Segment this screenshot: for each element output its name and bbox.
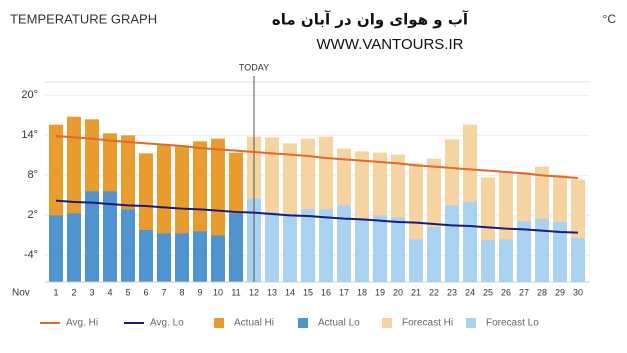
bar <box>193 231 207 282</box>
bar <box>337 205 351 282</box>
bar <box>427 227 441 282</box>
legend-swatch <box>298 318 308 328</box>
bar <box>355 219 369 282</box>
subtitle: WWW.VANTOURS.IR <box>317 36 464 53</box>
unit: °C <box>603 12 617 26</box>
x-tick-label: 26 <box>501 287 511 297</box>
bar <box>373 215 387 282</box>
legend-label: Actual Lo <box>318 318 360 329</box>
bar <box>49 215 63 282</box>
x-tick-label: 16 <box>321 287 331 297</box>
bar <box>85 191 99 282</box>
bar <box>535 218 549 282</box>
y-tick-label: 2° <box>27 209 38 221</box>
x-tick-label: 10 <box>213 287 223 297</box>
x-tick-label: 9 <box>197 287 202 297</box>
legend-swatch <box>214 318 224 328</box>
x-tick-label: 15 <box>303 287 313 297</box>
legend-label: Actual Hi <box>234 318 274 329</box>
bar <box>517 221 531 282</box>
bar <box>67 213 81 282</box>
legend-label: Avg. Hi <box>66 318 98 329</box>
y-tick-label: -4° <box>24 249 38 261</box>
bar <box>283 214 297 282</box>
x-tick-label: 14 <box>285 287 295 297</box>
x-tick-label: 29 <box>555 287 565 297</box>
bar <box>445 205 459 282</box>
x-tick-label: 4 <box>107 287 112 297</box>
y-tick-label: 20° <box>21 89 38 101</box>
bar <box>301 209 315 282</box>
x-tick-label: 24 <box>465 287 475 297</box>
x-tick-label: 2 <box>71 287 76 297</box>
bar <box>463 202 477 282</box>
x-tick-label: 8 <box>179 287 184 297</box>
bar <box>409 239 423 282</box>
legend-label: Forecast Lo <box>486 318 539 329</box>
x-tick-label: 17 <box>339 287 349 297</box>
x-tick-label: 11 <box>231 287 240 297</box>
bar <box>211 235 225 282</box>
x-tick-label: 28 <box>537 287 547 297</box>
chart-title: آب و هوای وان در آبان ماه <box>272 11 469 29</box>
x-tick-label: 25 <box>483 287 493 297</box>
bar <box>121 209 135 282</box>
x-tick-label: 30 <box>573 287 583 297</box>
bar <box>319 209 333 282</box>
x-tick-label: 13 <box>267 287 277 297</box>
x-tick-label: 5 <box>125 287 130 297</box>
bar <box>499 239 513 282</box>
bar <box>175 233 189 282</box>
x-axis-label: Nov <box>12 288 30 299</box>
bar <box>103 191 117 282</box>
x-tick-label: 18 <box>357 287 367 297</box>
x-tick-label: 23 <box>447 287 457 297</box>
line <box>55 199 579 234</box>
x-tick-label: 12 <box>249 287 259 297</box>
x-tick-label: 7 <box>161 287 166 297</box>
bar <box>229 213 243 282</box>
x-tick-label: 22 <box>429 287 439 297</box>
header: TEMPERATURE GRAPH <box>10 11 157 26</box>
x-tick-label: 20 <box>393 287 403 297</box>
bar <box>265 212 279 282</box>
x-tick-label: 27 <box>519 287 529 297</box>
legend-swatch <box>466 318 476 328</box>
line <box>55 135 579 179</box>
legend-swatch <box>382 318 392 328</box>
legend-label: Forecast Hi <box>402 318 453 329</box>
bar <box>481 240 495 282</box>
x-tick-label: 3 <box>89 287 94 297</box>
y-tick-label: 8° <box>27 169 38 181</box>
legend-label: Avg. Lo <box>150 318 184 329</box>
bar <box>139 230 153 282</box>
x-tick-label: 21 <box>411 287 421 297</box>
bar <box>571 238 585 282</box>
x-tick-label: 19 <box>375 287 385 297</box>
x-tick-label: 6 <box>143 287 148 297</box>
bar <box>157 233 171 282</box>
bar <box>391 217 405 282</box>
bar <box>553 222 567 282</box>
x-tick-label: 1 <box>53 287 58 297</box>
today-label: TODAY <box>239 62 269 72</box>
y-tick-label: 14° <box>21 129 38 141</box>
